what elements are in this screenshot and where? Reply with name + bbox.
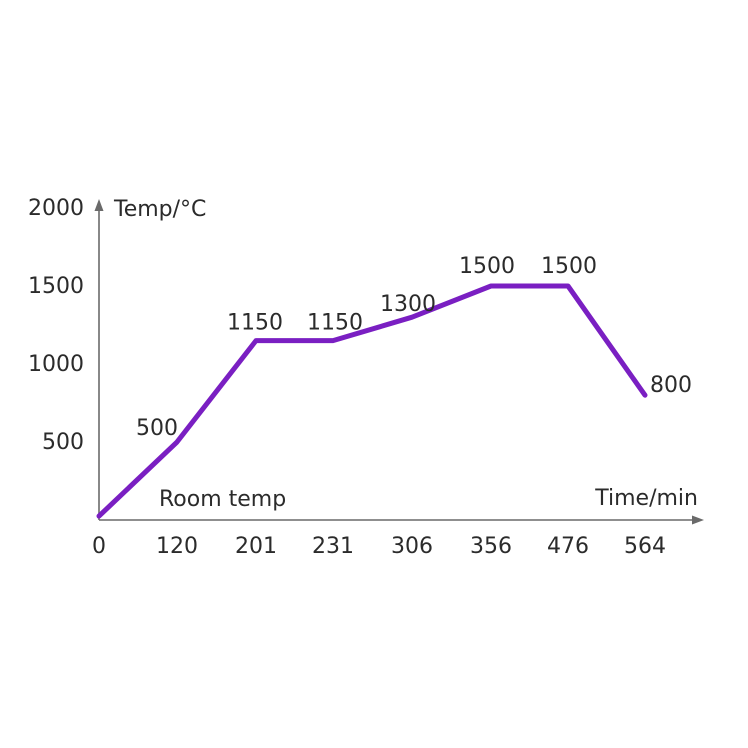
temperature-series-line bbox=[96, 283, 648, 519]
data-label: 1500 bbox=[541, 254, 597, 279]
y-tick-label: 1000 bbox=[28, 352, 84, 377]
x-tick-label: 306 bbox=[391, 534, 433, 559]
data-label: 1150 bbox=[307, 311, 363, 336]
x-tick-label: 564 bbox=[624, 534, 666, 559]
x-tick-label: 201 bbox=[235, 534, 277, 559]
y-tick-labels: 500 1000 1500 2000 bbox=[28, 196, 84, 455]
data-label: 1150 bbox=[227, 311, 283, 336]
x-tick-labels: 0 120 201 231 306 356 476 564 bbox=[92, 534, 666, 559]
data-label: 800 bbox=[650, 373, 692, 398]
x-axis-title: Time/min bbox=[594, 486, 698, 511]
y-tick-label: 500 bbox=[42, 430, 84, 455]
y-tick-label: 2000 bbox=[28, 196, 84, 221]
y-tick-label: 1500 bbox=[28, 274, 84, 299]
x-tick-label: 120 bbox=[156, 534, 198, 559]
y-axis-title: Temp/°C bbox=[113, 197, 206, 222]
data-label: 500 bbox=[136, 416, 178, 441]
x-tick-label: 356 bbox=[470, 534, 512, 559]
y-axis-arrow bbox=[94, 199, 104, 211]
x-tick-label: 476 bbox=[547, 534, 589, 559]
data-labels: Room temp 500 1150 1150 1300 1500 1500 800 bbox=[136, 254, 692, 512]
x-axis-arrow bbox=[692, 515, 704, 525]
data-label: 1500 bbox=[459, 254, 515, 279]
data-label: 1300 bbox=[380, 292, 436, 317]
room-temp-label: Room temp bbox=[159, 487, 286, 512]
series bbox=[96, 283, 648, 519]
axes bbox=[94, 199, 704, 525]
x-tick-label: 0 bbox=[92, 534, 106, 559]
x-tick-label: 231 bbox=[312, 534, 354, 559]
